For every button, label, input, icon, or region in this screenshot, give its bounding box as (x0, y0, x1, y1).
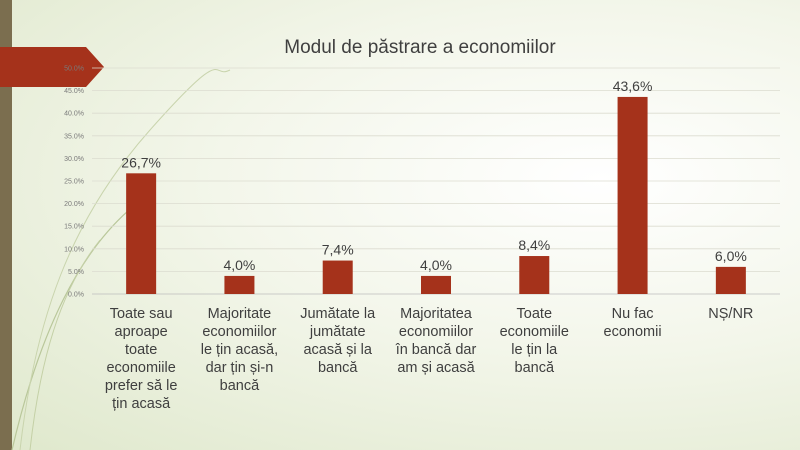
y-tick-label: 50.0% (64, 66, 84, 73)
category-labels: Toate sau aproape toate economiile prefer să… (105, 306, 754, 412)
category-label: Nu fac economii (604, 306, 662, 340)
category-label: Majoritatea economiilor în bancă dar am și … (395, 306, 477, 376)
y-tick-label: 20.0% (64, 201, 84, 208)
category-label: Toate sau aproape toate economiile prefer să… (105, 306, 178, 412)
category-label: Toate economiile le țin la bancă (500, 306, 569, 376)
data-label: 8,4% (518, 237, 550, 253)
category-label: Jumătate la jumătate acasă și la bancă (300, 306, 376, 376)
chart-title: Modul de păstrare a economiilor (284, 37, 556, 58)
data-label: 4,0% (223, 257, 255, 273)
title-arrow-shape (0, 47, 104, 87)
bar (126, 173, 157, 294)
gridlines (92, 67, 780, 295)
data-labels: 26,7% 4,0% 7,4% 4,0% 8,4% 43,6% 6,0% (121, 78, 747, 273)
left-accent-bar (0, 0, 12, 450)
data-label: 7,4% (322, 242, 354, 258)
data-label: 43,6% (613, 78, 653, 94)
bar (224, 275, 255, 294)
y-axis-ticks: 0.0% 5.0% 10.0% 15.0% 20.0% 25.0% 30.0% 35.0% 40… (64, 66, 84, 299)
bar (519, 256, 550, 294)
bar (715, 266, 746, 294)
category-label: NȘ/NR (708, 306, 753, 322)
y-tick-label: 35.0% (64, 133, 84, 140)
y-tick-label: 10.0% (64, 246, 84, 253)
bar (322, 260, 353, 294)
data-label: 4,0% (420, 257, 452, 273)
data-label: 26,7% (121, 154, 161, 170)
y-tick-label: 40.0% (64, 111, 84, 118)
bars (126, 96, 746, 294)
y-tick-label: 25.0% (64, 179, 84, 186)
bar (617, 96, 648, 294)
y-tick-label: 15.0% (64, 224, 84, 231)
y-tick-label: 5.0% (68, 269, 84, 276)
data-label: 6,0% (715, 248, 747, 264)
category-label: Majoritate economiilor le țin acasă, dar ți… (201, 306, 278, 394)
y-tick-label: 0.0% (68, 292, 84, 299)
bar (421, 275, 451, 294)
y-tick-label: 45.0% (64, 88, 84, 95)
y-tick-label: 30.0% (64, 156, 84, 163)
